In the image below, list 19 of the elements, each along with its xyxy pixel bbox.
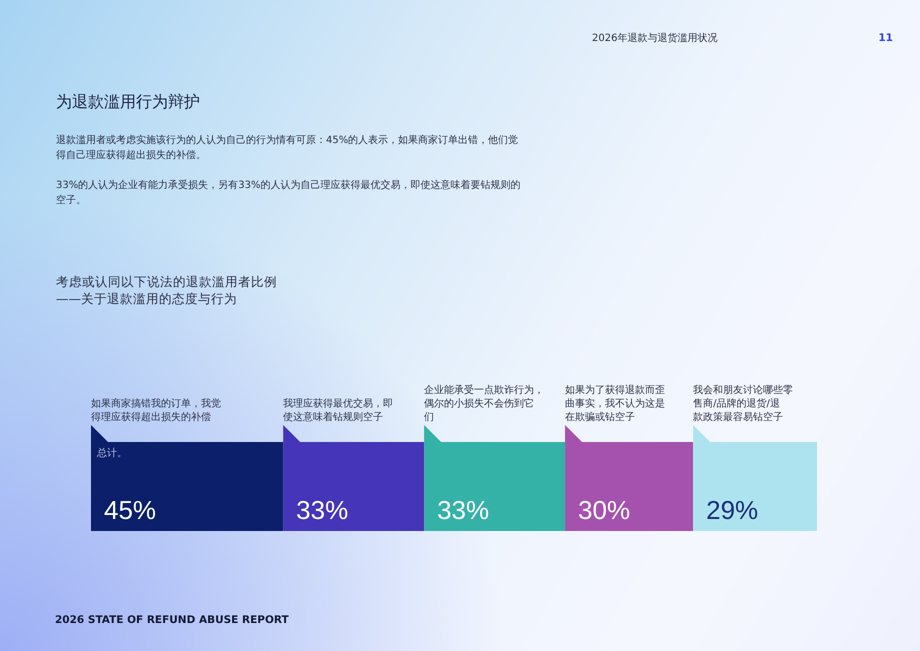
text: 2026年退款与退货滥用状况	[592, 32, 718, 44]
series-label: 我会和朋友讨论哪些零售商/品牌的退货/退款政策最容易钻空子	[693, 384, 794, 423]
data-label: 33%	[296, 495, 348, 525]
data-label: 29%	[706, 495, 758, 525]
text: 2026 STATE OF REFUND ABUSE REPORT	[55, 614, 290, 626]
text: 为退款滥用行为辩护	[56, 92, 200, 111]
data-label: 30%	[578, 495, 630, 525]
chart-title: 考虑或认同以下说法的退款滥用者比例	[56, 274, 277, 289]
text: 33%的人认为企业有能力承受损失，另有33%的人认为自己理应获得最优交易，即使这意味着要钻规则的空子。	[56, 179, 520, 206]
annotation: 总计。	[96, 447, 127, 459]
series-label: 如果商家搞错我的订单，我觉得理应获得超出损失的补偿	[91, 398, 221, 423]
text: 退款滥用者或考虑实施该行为的人认为自己的行为情有可原：45%的人表示，如果商家订单出错，他们觉得自己理应获得超出损失的补偿。	[56, 134, 518, 161]
text: 11	[878, 32, 893, 44]
data-label: 45%	[104, 495, 156, 525]
chart-subtitle: ——关于退款滥用的态度与行为	[56, 291, 237, 306]
series-label: 我理应获得最优交易，即使这意味着钻规则空子	[283, 398, 394, 423]
data-label: 33%	[437, 495, 490, 525]
series-label: 如果为了获得退款而歪曲事实，我不认为这是在欺骗或钻空子	[565, 384, 666, 423]
series-label: 企业能承受一点欺诈行为，偶尔的小损失不会伤到它们	[424, 384, 544, 423]
